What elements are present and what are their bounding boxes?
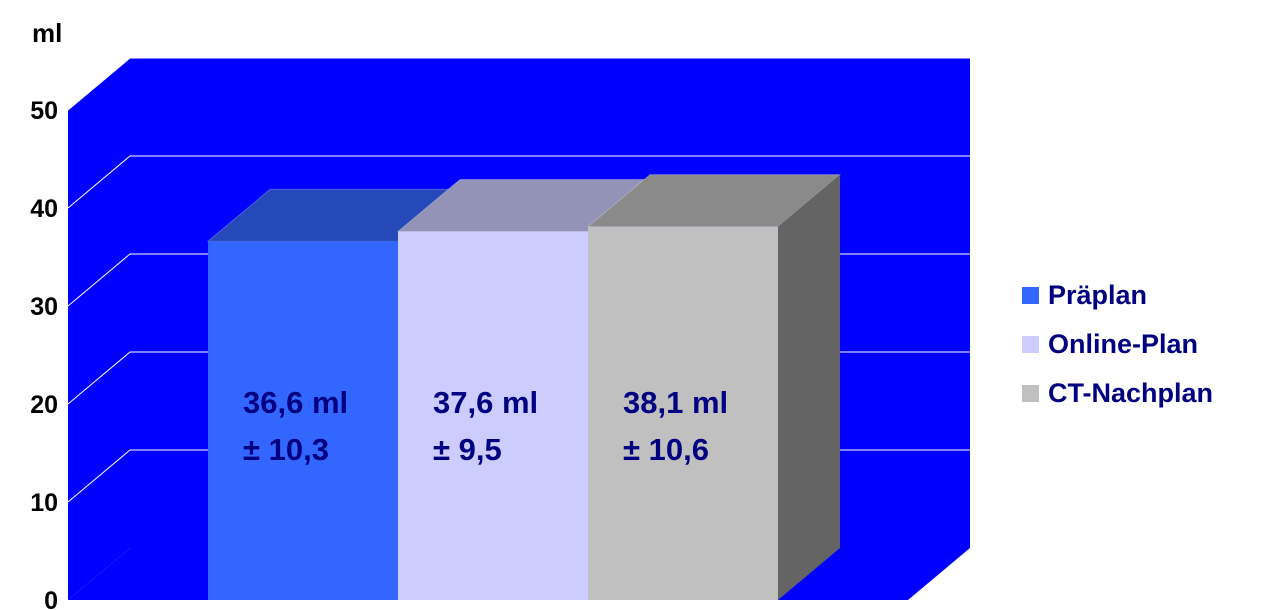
data-label-sd: ± 10,3 — [243, 432, 329, 467]
bar-pr-plan — [206, 188, 462, 600]
gridline — [67, 57, 970, 111]
chart-bars — [206, 174, 842, 600]
legend-label: Präplan — [1048, 280, 1147, 310]
bar-online-plan — [396, 179, 652, 600]
legend-swatch — [1022, 336, 1039, 353]
data-label-value: 38,1 ml — [623, 385, 728, 420]
y-axis-label: ml — [32, 18, 62, 48]
data-label-value: 37,6 ml — [433, 385, 538, 420]
y-axis-ticks: 0 10 20 30 40 50 — [30, 97, 58, 610]
y-tick-label: 30 — [30, 293, 58, 321]
y-tick-label: 20 — [30, 391, 58, 419]
y-tick-label: 10 — [30, 489, 58, 517]
y-tick-label: 40 — [30, 195, 58, 223]
y-tick-label: 50 — [30, 97, 58, 125]
bar-front — [398, 231, 588, 600]
legend-swatch — [1022, 287, 1039, 304]
data-label-sd: ± 10,6 — [623, 432, 709, 467]
legend-swatch — [1022, 385, 1039, 402]
legend-label: Online-Plan — [1048, 329, 1198, 359]
y-tick-label: 0 — [44, 587, 58, 610]
side-wall — [68, 58, 130, 600]
legend-label: CT-Nachplan — [1048, 378, 1213, 408]
data-labels: 36,6 ml ± 10,3 37,6 ml ± 9,5 38,1 ml ± 10,6 — [243, 385, 728, 467]
bar-front — [208, 241, 398, 600]
gridline — [67, 155, 970, 209]
data-label-value: 36,6 ml — [243, 385, 348, 420]
bar-side — [778, 174, 840, 600]
bar-front — [588, 226, 778, 600]
legend: Präplan Online-Plan CT-Nachplan — [1022, 280, 1213, 408]
data-label-sd: ± 9,5 — [433, 432, 502, 467]
bar-ct-nachplan — [586, 174, 842, 600]
